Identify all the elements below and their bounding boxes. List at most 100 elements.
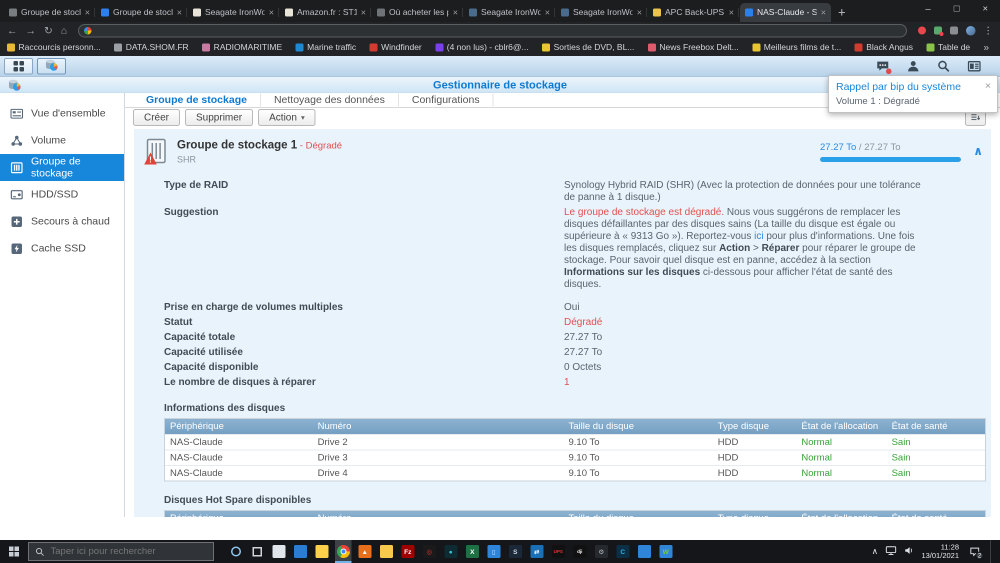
adblock-extension-icon[interactable] bbox=[918, 26, 926, 35]
bookmark-item[interactable]: Sorties de DVD, BL... bbox=[542, 43, 634, 53]
widgets-icon[interactable] bbox=[967, 60, 982, 74]
back-icon[interactable]: ← bbox=[7, 24, 18, 37]
browser-tab[interactable]: Groupe de stockage 1× bbox=[96, 3, 187, 22]
camtasia-icon[interactable]: C bbox=[615, 540, 632, 563]
close-button[interactable]: × bbox=[982, 3, 988, 15]
show-desktop-button[interactable] bbox=[990, 540, 994, 563]
bookmark-item[interactable]: Meilleurs films de t... bbox=[752, 43, 841, 53]
column-header[interactable]: Type disque bbox=[713, 513, 797, 517]
browser-menu-icon[interactable]: ⋮ bbox=[983, 25, 994, 36]
browser-tab[interactable]: Seagate IronWolf Pro 1× bbox=[464, 3, 555, 22]
microsoft-store-icon[interactable] bbox=[271, 540, 288, 563]
tab-close-icon[interactable]: × bbox=[820, 7, 826, 18]
action-center-icon[interactable]: 2 bbox=[967, 544, 984, 560]
network-icon[interactable] bbox=[885, 545, 897, 559]
tab-close-icon[interactable]: × bbox=[544, 7, 550, 18]
table-row[interactable]: NAS-Claude Drive 2 9.10 To HDD Normal Sain bbox=[165, 434, 985, 450]
browser-tab[interactable]: Seagate IronWolf Pro 1× bbox=[556, 3, 647, 22]
action-button[interactable]: Action ▾ bbox=[258, 109, 316, 127]
column-header[interactable]: État de l'allocation bbox=[796, 513, 886, 517]
user-icon[interactable] bbox=[907, 60, 921, 74]
bookmark-item[interactable]: Black Angus bbox=[854, 43, 913, 53]
profile-avatar[interactable] bbox=[966, 25, 976, 36]
sidebar-item-pool[interactable]: Groupe de stockage bbox=[0, 154, 124, 181]
column-header[interactable]: Périphérique bbox=[165, 513, 313, 517]
steam-icon[interactable]: S bbox=[507, 540, 524, 563]
sidebar-item-hotspare[interactable]: Secours à chaud bbox=[0, 208, 124, 235]
search-input[interactable] bbox=[49, 545, 200, 558]
bookmark-item[interactable]: (4 non lus) - cblr6@... bbox=[435, 43, 529, 53]
vlc-icon[interactable]: ▲ bbox=[357, 540, 374, 563]
bookmark-item[interactable]: News Freebox Delt... bbox=[647, 43, 739, 53]
column-header[interactable]: État de santé bbox=[891, 421, 948, 432]
bookmark-item[interactable]: Raccourcis personn... bbox=[7, 43, 101, 53]
tab-close-icon[interactable]: × bbox=[84, 7, 90, 18]
table-row[interactable]: NAS-Claude Drive 4 9.10 To HDD Normal Sain bbox=[165, 465, 985, 481]
sidebar-item-cache[interactable]: Cache SSD bbox=[0, 235, 124, 262]
synology-drive-icon[interactable]: ⇄ bbox=[529, 540, 546, 563]
column-header[interactable]: Type disque bbox=[717, 421, 769, 432]
pool-header[interactable]: ! Groupe de stockage 1 - Dégradé SHR 27.… bbox=[134, 135, 991, 171]
browser-tab[interactable]: NAS-Claude - Synolog× bbox=[740, 3, 831, 22]
minimize-button[interactable]: – bbox=[925, 3, 931, 15]
tab-close-icon[interactable]: × bbox=[636, 7, 642, 18]
cortana-icon[interactable] bbox=[228, 540, 245, 563]
toast-title[interactable]: Rappel par bip du système bbox=[836, 81, 961, 93]
browser-tab[interactable]: Amazon.fr : ST10000NE× bbox=[280, 3, 371, 22]
dsm-storage-manager-button[interactable] bbox=[37, 58, 66, 75]
créer-button[interactable]: Créer bbox=[133, 109, 181, 127]
windows-search-box[interactable] bbox=[28, 542, 214, 561]
taskbar-clock[interactable]: 11:28 13/01/2021 bbox=[921, 543, 959, 560]
new-tab-button[interactable]: + bbox=[838, 4, 846, 20]
supprimer-button[interactable]: Supprimer bbox=[185, 109, 254, 127]
address-bar[interactable] bbox=[78, 23, 907, 38]
column-header[interactable]: Numéro bbox=[317, 421, 352, 432]
bookmarks-overflow-icon[interactable]: » bbox=[983, 41, 989, 53]
sidebar-item-hdd[interactable]: HDD/SSD bbox=[0, 181, 124, 208]
volume-icon[interactable] bbox=[904, 545, 914, 558]
tab-close-icon[interactable]: × bbox=[452, 7, 458, 18]
folder-icon[interactable] bbox=[378, 540, 395, 563]
filezilla-icon[interactable]: Fz bbox=[400, 540, 417, 563]
reload-icon[interactable]: ↻ bbox=[44, 24, 53, 37]
toast-close-icon[interactable]: × bbox=[984, 80, 991, 92]
tab-groupe-de-stockage[interactable]: Groupe de stockage bbox=[133, 93, 261, 107]
column-header[interactable]: Taille du disque bbox=[568, 421, 634, 432]
blue-app-icon[interactable] bbox=[636, 540, 653, 563]
bookmark-item[interactable]: DATA.SHOM.FR bbox=[114, 43, 189, 53]
chrome-icon[interactable] bbox=[335, 540, 352, 563]
extensions-puzzle-icon[interactable] bbox=[950, 26, 958, 35]
dark-gear-app-icon[interactable]: ⚙ bbox=[593, 540, 610, 563]
task-view-icon[interactable] bbox=[249, 540, 266, 563]
tab-close-icon[interactable]: × bbox=[728, 7, 734, 18]
suggestion-link[interactable]: ici bbox=[754, 230, 764, 242]
browser-tab[interactable]: Où acheter les produits× bbox=[372, 3, 463, 22]
start-button[interactable] bbox=[0, 540, 28, 563]
bookmark-item[interactable]: Windfinder bbox=[369, 43, 422, 53]
forward-icon[interactable]: → bbox=[25, 24, 37, 37]
column-header[interactable]: Numéro bbox=[313, 513, 564, 517]
red-utility-icon[interactable]: ◎ bbox=[421, 540, 438, 563]
excel-icon[interactable]: X bbox=[464, 540, 481, 563]
bookmark-item[interactable]: RADIOMARITIME bbox=[202, 43, 282, 53]
tab-configurations[interactable]: Configurations bbox=[399, 93, 494, 107]
w-app-icon[interactable]: W bbox=[658, 540, 675, 563]
bookmark-item[interactable]: Table de jardin exte... bbox=[926, 43, 970, 53]
column-header[interactable]: État de l'allocation bbox=[801, 421, 879, 432]
browser-tab[interactable]: APC Back-UPS BX - BX× bbox=[648, 3, 739, 22]
notifications-icon[interactable] bbox=[876, 60, 892, 74]
globe-app-icon[interactable]: ● bbox=[443, 540, 460, 563]
home-icon[interactable]: ⌂ bbox=[60, 24, 68, 37]
browser-tab[interactable]: Groupe de stockage 1× bbox=[4, 3, 95, 22]
tab-close-icon[interactable]: × bbox=[360, 7, 366, 18]
sidebar-item-overview[interactable]: Vue d'ensemble bbox=[0, 100, 124, 127]
tray-expand-icon[interactable]: ∧ bbox=[871, 546, 878, 557]
column-header[interactable]: Taille du disque bbox=[564, 513, 713, 517]
tab-nettoyage-des-donn-es[interactable]: Nettoyage des données bbox=[261, 93, 399, 107]
apc-ups-icon[interactable]: UPS bbox=[550, 540, 567, 563]
photos-app-icon[interactable] bbox=[292, 540, 309, 563]
maximize-button[interactable]: □ bbox=[953, 3, 960, 15]
search-icon[interactable] bbox=[937, 60, 951, 74]
tab-close-icon[interactable]: × bbox=[268, 7, 274, 18]
file-explorer-icon[interactable] bbox=[314, 540, 331, 563]
